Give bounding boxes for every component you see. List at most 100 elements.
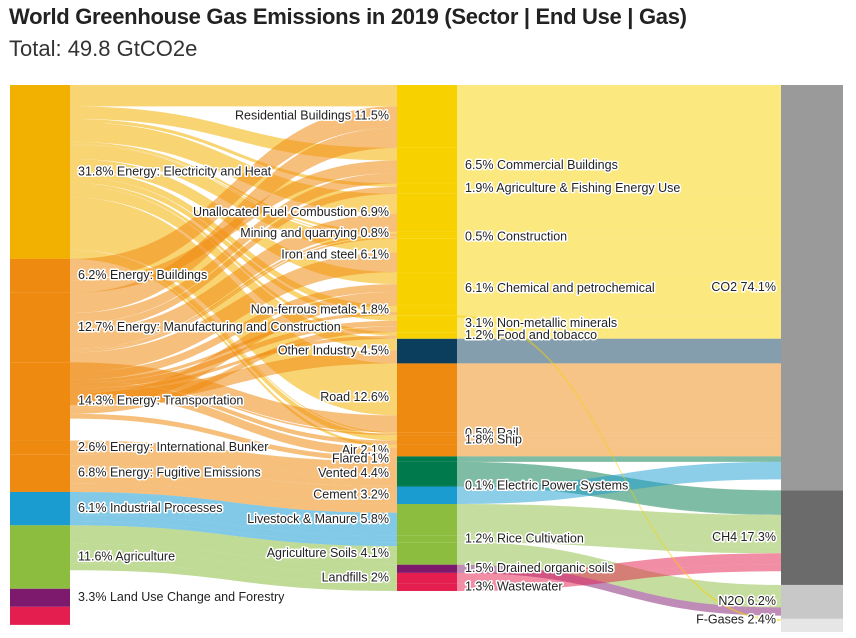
flow-tran-road (70, 362, 397, 433)
flow-tran-rail (70, 379, 397, 436)
enduse-label-road: Road 12.6% (320, 390, 389, 404)
flow-cem-co2 (457, 461, 781, 505)
enduse-label-soil: Agriculture Soils 4.1% (267, 546, 389, 560)
flow-flar-co2 (457, 456, 781, 462)
sector-label-luc: 3.3% Land Use Change and Forestry (78, 590, 285, 604)
enduse-label-oin: Other Industry 4.5% (278, 343, 389, 357)
node-road (397, 363, 457, 433)
node-wst (10, 606, 70, 625)
enduse-label-con: 0.5% Construction (465, 230, 567, 244)
flow-manu-con (70, 237, 397, 353)
node-rice (397, 535, 457, 543)
flow-tran-flar (70, 413, 397, 462)
node-manu (10, 292, 70, 363)
flow-elec-agf (70, 118, 397, 187)
sector-label-indp: 6.1% Industrial Processes (78, 501, 223, 515)
node-nmm (397, 315, 457, 333)
enduse-label-res: Residential Buildings 11.5% (235, 109, 389, 123)
flow-chm-co2 (457, 272, 781, 306)
enduse-label-ww: 1.3% Wastewater (465, 580, 563, 594)
sector-label-manu: 12.7% Energy: Manufacturing and Construc… (78, 320, 341, 334)
sector-label-bunk: 2.6% Energy: International Bunker (78, 440, 268, 454)
gas-label-n2o: N2O 6.2% (718, 594, 776, 608)
flow-manu-res (70, 127, 397, 314)
enduse-label-drn: 1.5% Drained organic soils (465, 561, 614, 575)
enduse-label-com: 6.5% Commercial Buildings (465, 158, 618, 172)
node-ww (397, 583, 457, 591)
flow-elec-rail (70, 249, 397, 434)
enduse-label-air: Air 2.1% (342, 443, 389, 457)
node-agf (397, 183, 457, 194)
flow-manu-chm (70, 284, 397, 380)
enduse-label-rail: 0.5% Rail (465, 426, 519, 440)
flow-tran-ship (70, 380, 397, 445)
enduse-label-agf: 1.9% Agriculture & Fishing Energy Use (465, 181, 680, 195)
sector-label-fugi: 6.8% Energy: Fugitive Emissions (78, 466, 261, 480)
node-agri (10, 525, 70, 589)
flow-nfm-co2 (457, 305, 781, 316)
node-fugi (10, 454, 70, 492)
enduse-label-lnd: Landfills 2% (322, 571, 389, 585)
flow-agri-lnd (70, 552, 397, 584)
node-co2 (781, 85, 843, 491)
flow-manu-fdt (70, 335, 397, 392)
node-com (397, 147, 457, 184)
gas-label-ch4: CH4 17.3% (712, 530, 776, 544)
node-ch4 (781, 490, 843, 585)
node-labels: 31.8% Energy: Electricity and Heat 6.2% E… (77, 107, 778, 628)
enduse-label-irn: Iron and steel 6.1% (281, 248, 389, 262)
flow-nfm-fgs (457, 315, 781, 622)
node-unf (397, 193, 457, 232)
enduse-label-rice: 1.2% Rice Cultivation (465, 531, 584, 545)
enduse-label-fdt: 1.2% Food and tobacco (465, 328, 597, 342)
flow-lvs-ch4 (457, 504, 781, 547)
node-indp (10, 491, 70, 526)
node-soil (397, 542, 457, 565)
node-lvs (397, 504, 457, 536)
node-ship (397, 435, 457, 445)
flow-com-co2 (457, 147, 781, 184)
enduse-label-min: Mining and quarrying 0.8% (240, 226, 389, 240)
gas-label-co2: CO2 74.1% (711, 280, 776, 294)
enduse-label-cem: Cement 3.2% (313, 488, 389, 502)
node-bunk (10, 440, 70, 455)
node-fgs (781, 618, 843, 632)
flow-fugi-cem (70, 465, 397, 505)
flow-res-co2 (457, 85, 781, 148)
enduse-label-nmm: 3.1% Non-metallic minerals (465, 316, 617, 330)
node-min (397, 231, 457, 236)
flow-ww-ch4 (457, 564, 781, 591)
flow-bunk-vent (70, 441, 397, 476)
node-oin (397, 338, 457, 364)
node-con (397, 235, 457, 239)
node-fdt (397, 332, 457, 339)
flow-bands (70, 85, 781, 622)
flow-elec-oin (70, 186, 397, 351)
flow-indp-soil (70, 521, 397, 547)
flow-ship-co2 (457, 435, 781, 445)
node-bars (10, 85, 843, 632)
flow-manu-com (70, 173, 397, 324)
flow-con-co2 (457, 235, 781, 239)
flow-oin-co2 (457, 338, 781, 364)
gas-label-fgs: F-Gases 2.4% (696, 612, 776, 626)
node-nfm (397, 305, 457, 316)
flow-agri-soil (70, 525, 397, 565)
flow-agri-drn (70, 543, 397, 573)
node-air (397, 444, 457, 457)
node-chm (397, 272, 457, 306)
flow-rice-ch4 (457, 535, 781, 554)
flow-lnd-ch4 (457, 553, 781, 584)
flow-agf-co2 (457, 183, 781, 194)
node-bldg (10, 258, 70, 293)
flow-fdt-co2 (457, 332, 781, 339)
sector-label-tran: 14.3% Energy: Transportation (78, 394, 243, 408)
node-n2o (781, 584, 843, 619)
flow-min-co2 (457, 231, 781, 236)
flow-agri-ww (70, 563, 397, 591)
flow-fugi-vent (70, 454, 397, 486)
enduse-label-nfm: Non-ferrous metals 1.8% (251, 303, 389, 317)
flow-manu-unf (70, 213, 397, 349)
flow-elec-nfm (70, 170, 397, 313)
